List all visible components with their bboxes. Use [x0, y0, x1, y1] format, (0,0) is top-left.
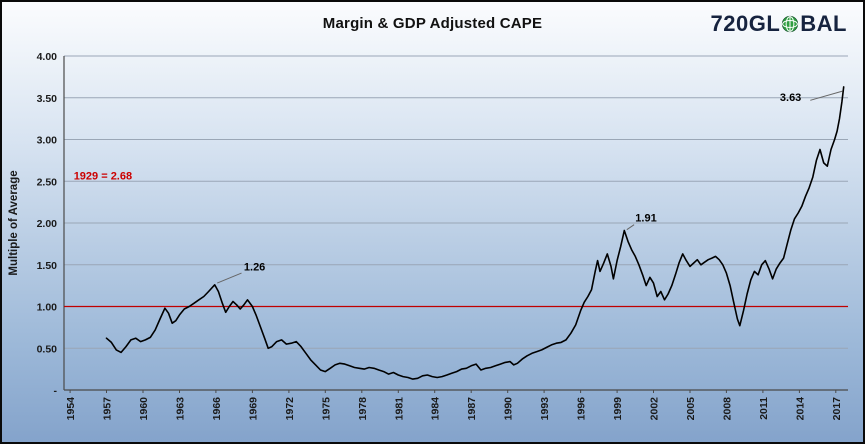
- y-tick-label: 1.50: [37, 260, 58, 272]
- x-tick-label: 1966: [211, 397, 223, 421]
- x-tick-label: 1975: [320, 397, 332, 421]
- annotation-leader-line: [810, 90, 843, 101]
- x-tick-label: 1981: [393, 397, 405, 421]
- x-tick-label: 2011: [758, 397, 770, 420]
- x-tick-label: 1960: [138, 397, 150, 421]
- brand-text-right: BAL: [800, 11, 847, 36]
- x-tick-label: 2005: [685, 397, 697, 421]
- x-tick-label: 2017: [831, 397, 843, 421]
- x-tick-label: 1963: [175, 397, 187, 421]
- x-tick-label: 2014: [794, 397, 806, 421]
- x-tick-label: 1999: [612, 397, 624, 421]
- x-tick-label: 1969: [247, 397, 259, 421]
- x-tick-label: 2002: [649, 397, 661, 421]
- y-tick-label: 4.00: [37, 51, 58, 63]
- annotation-191: 1.91: [635, 212, 656, 224]
- x-tick-label: 2008: [721, 397, 733, 421]
- annotation-126: 1.26: [244, 262, 265, 274]
- x-tick-label: 1972: [284, 397, 296, 421]
- y-axis-title: Multiple of Average: [8, 170, 20, 275]
- y-tick-label: 2.50: [37, 176, 58, 188]
- globe-icon: [782, 15, 799, 33]
- x-tick-label: 1954: [65, 397, 77, 421]
- annotation-363: 3.63: [780, 92, 801, 104]
- x-tick-label: 1990: [503, 397, 515, 421]
- x-tick-label: 1984: [430, 397, 442, 421]
- data-series-line: [105, 86, 845, 380]
- chart-title: Margin & GDP Adjusted CAPE: [322, 15, 543, 32]
- y-tick-label: 3.00: [37, 135, 58, 147]
- x-tick-label: 1996: [576, 397, 588, 421]
- brand-text-left: 720GL: [710, 11, 781, 36]
- x-tick-label: 1978: [357, 397, 369, 421]
- y-tick-label: 0.50: [37, 343, 58, 355]
- x-tick-label: 1993: [539, 397, 551, 421]
- annotation-leader-line: [217, 272, 242, 284]
- x-tick-label: 1987: [466, 397, 478, 421]
- y-tick-label: 1.00: [37, 302, 58, 314]
- x-tick-label: 1957: [102, 397, 114, 421]
- annotation-leader-line: [626, 224, 635, 231]
- y-tick-label: 3.50: [37, 93, 58, 105]
- annotation-1929268: 1929 = 2.68: [74, 171, 132, 183]
- y-tick-label: -: [54, 385, 58, 397]
- y-tick-label: 2.00: [37, 218, 58, 230]
- brand-logo: 720GL BAL: [711, 11, 847, 37]
